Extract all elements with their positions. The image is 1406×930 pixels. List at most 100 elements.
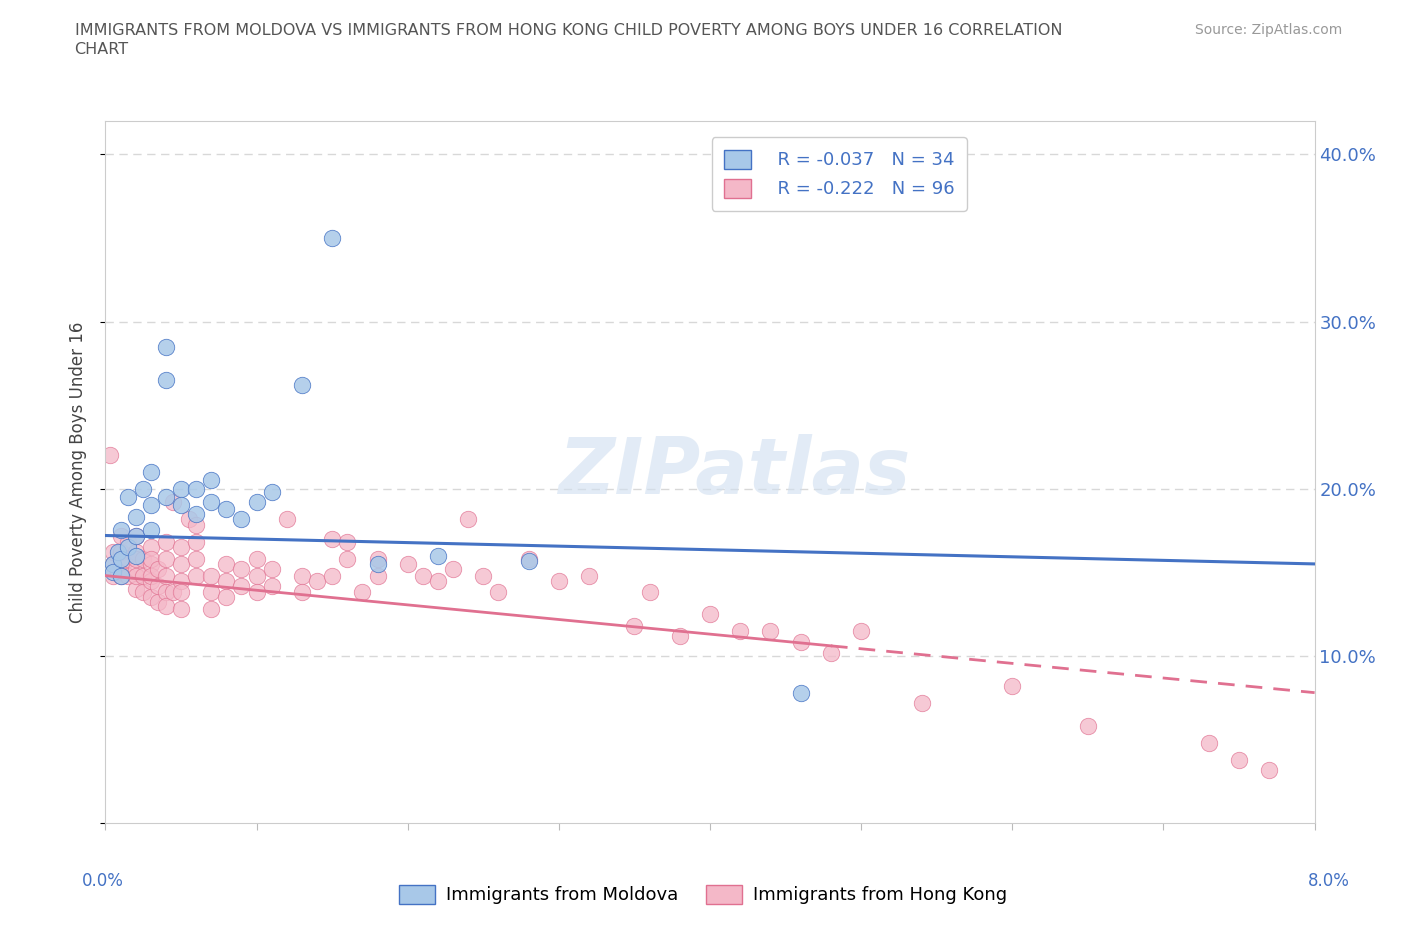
- Point: [638, 585, 661, 600]
- Point: [170, 556, 193, 571]
- Point: [200, 495, 222, 510]
- Point: [790, 635, 813, 650]
- Point: [1227, 752, 1250, 767]
- Point: [260, 485, 283, 499]
- Point: [107, 565, 129, 579]
- Point: [352, 585, 374, 600]
- Point: [98, 448, 121, 463]
- Point: [139, 568, 162, 583]
- Point: [730, 623, 752, 638]
- Point: [623, 618, 645, 633]
- Point: [186, 518, 208, 533]
- Point: [1198, 736, 1220, 751]
- Point: [110, 545, 132, 560]
- Point: [321, 231, 343, 246]
- Point: [170, 573, 193, 588]
- Point: [260, 578, 283, 593]
- Point: [117, 568, 139, 583]
- Point: [186, 506, 208, 521]
- Point: [427, 573, 450, 588]
- Point: [186, 568, 208, 583]
- Point: [132, 568, 155, 583]
- Point: [155, 373, 177, 388]
- Point: [186, 481, 208, 496]
- Point: [162, 495, 184, 510]
- Point: [200, 585, 222, 600]
- Point: [441, 562, 464, 577]
- Point: [759, 623, 782, 638]
- Point: [101, 556, 124, 571]
- Point: [107, 545, 129, 560]
- Point: [488, 585, 510, 600]
- Point: [117, 539, 139, 554]
- Point: [170, 585, 193, 600]
- Point: [117, 551, 139, 566]
- Point: [139, 551, 162, 566]
- Point: [699, 606, 721, 621]
- Point: [366, 568, 388, 583]
- Text: ZIPatlas: ZIPatlas: [558, 434, 910, 510]
- Point: [124, 528, 148, 543]
- Point: [427, 548, 450, 563]
- Point: [215, 556, 238, 571]
- Point: [124, 551, 148, 566]
- Point: [101, 556, 124, 571]
- Point: [291, 585, 314, 600]
- Point: [200, 472, 222, 487]
- Point: [276, 512, 298, 526]
- Point: [336, 551, 359, 566]
- Point: [911, 696, 934, 711]
- Point: [517, 551, 540, 566]
- Point: [110, 568, 132, 583]
- Point: [412, 568, 434, 583]
- Point: [457, 512, 479, 526]
- Point: [148, 562, 170, 577]
- Point: [200, 602, 222, 617]
- Point: [139, 465, 162, 480]
- Point: [186, 551, 208, 566]
- Point: [200, 568, 222, 583]
- Point: [155, 598, 177, 613]
- Point: [117, 535, 139, 550]
- Point: [117, 489, 139, 504]
- Point: [790, 685, 813, 700]
- Point: [155, 535, 177, 550]
- Text: IMMIGRANTS FROM MOLDOVA VS IMMIGRANTS FROM HONG KONG CHILD POVERTY AMONG BOYS UN: IMMIGRANTS FROM MOLDOVA VS IMMIGRANTS FR…: [75, 23, 1062, 38]
- Point: [101, 565, 124, 579]
- Point: [260, 562, 283, 577]
- Point: [321, 568, 343, 583]
- Point: [124, 548, 148, 563]
- Point: [155, 339, 177, 354]
- Point: [366, 556, 388, 571]
- Point: [155, 489, 177, 504]
- Point: [110, 523, 132, 538]
- Point: [132, 481, 155, 496]
- Point: [321, 531, 343, 546]
- Point: [548, 573, 571, 588]
- Legend: Immigrants from Moldova, Immigrants from Hong Kong: Immigrants from Moldova, Immigrants from…: [392, 878, 1014, 911]
- Point: [170, 498, 193, 512]
- Point: [124, 562, 148, 577]
- Point: [246, 585, 269, 600]
- Point: [124, 581, 148, 596]
- Point: [177, 512, 200, 526]
- Point: [517, 553, 540, 568]
- Point: [231, 512, 253, 526]
- Point: [170, 602, 193, 617]
- Point: [396, 556, 419, 571]
- Point: [291, 378, 314, 392]
- Point: [366, 551, 388, 566]
- Point: [472, 568, 495, 583]
- Point: [155, 551, 177, 566]
- Point: [246, 568, 269, 583]
- Text: 0.0%: 0.0%: [82, 871, 124, 890]
- Point: [215, 590, 238, 604]
- Point: [246, 551, 269, 566]
- Point: [820, 645, 842, 660]
- Point: [110, 568, 132, 583]
- Point: [139, 498, 162, 512]
- Point: [170, 481, 193, 496]
- Point: [110, 556, 132, 571]
- Point: [124, 545, 148, 560]
- Point: [1258, 762, 1281, 777]
